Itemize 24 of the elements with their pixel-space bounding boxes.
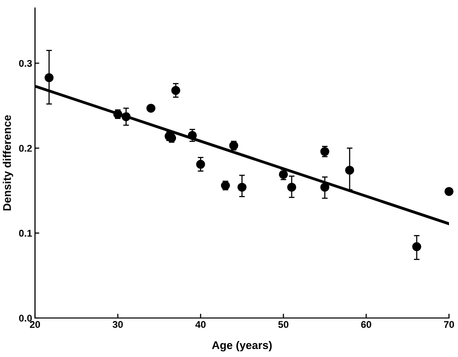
point bbox=[122, 112, 131, 122]
x-tick-label: 20 bbox=[30, 321, 40, 328]
point bbox=[188, 130, 197, 140]
y-tick-label: 0.2 bbox=[19, 144, 32, 152]
point bbox=[196, 160, 206, 169]
x-axis-title: Age (years) bbox=[212, 340, 272, 352]
x-tick-label: 70 bbox=[444, 321, 454, 328]
point bbox=[146, 104, 156, 113]
x-tick-label: 30 bbox=[112, 321, 123, 328]
y-tick-label: 0.1 bbox=[19, 230, 32, 237]
point bbox=[412, 242, 422, 252]
x-tick-label: 60 bbox=[361, 321, 372, 328]
point bbox=[287, 182, 296, 192]
y-tick-label: 0.3 bbox=[19, 60, 32, 67]
point bbox=[345, 166, 354, 175]
x-tick-label: 40 bbox=[195, 321, 206, 328]
x-tick-label: 50 bbox=[278, 321, 288, 328]
point bbox=[237, 182, 247, 192]
point bbox=[44, 73, 54, 82]
y-axis-title: Density difference bbox=[2, 115, 14, 210]
y-tick-label: 0.0 bbox=[19, 314, 32, 322]
point bbox=[171, 86, 180, 95]
point bbox=[320, 182, 330, 192]
point bbox=[444, 186, 454, 196]
